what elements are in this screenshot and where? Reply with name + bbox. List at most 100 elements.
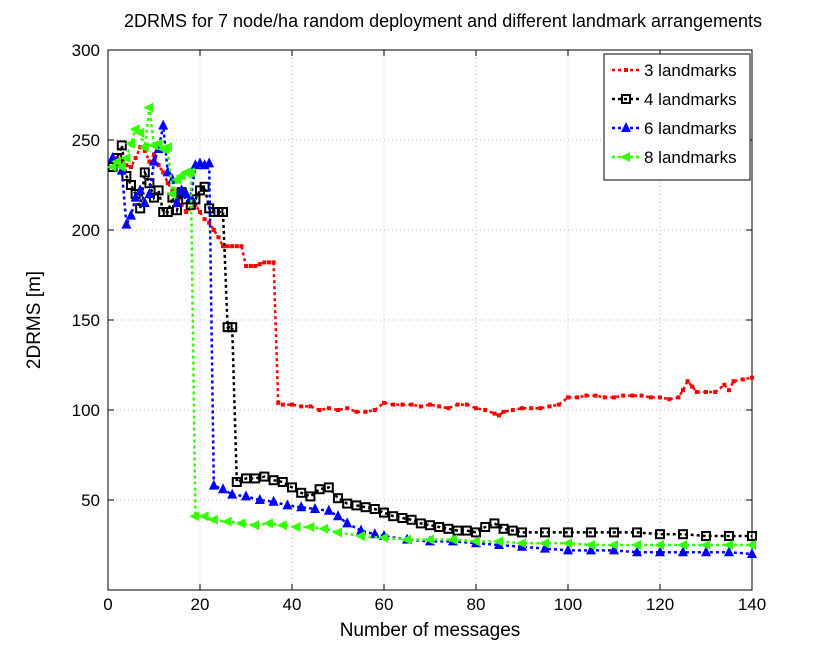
data-point xyxy=(547,404,552,409)
data-point xyxy=(750,375,754,380)
data-point xyxy=(296,501,307,512)
series-layer xyxy=(106,102,757,558)
data-point xyxy=(470,536,480,547)
data-point xyxy=(694,390,699,394)
data-point xyxy=(133,156,138,160)
data-point xyxy=(474,406,478,411)
data-point xyxy=(516,538,526,549)
data-point xyxy=(747,548,757,558)
legend-label: 4 landmarks xyxy=(644,90,737,109)
data-point xyxy=(116,140,127,151)
data-point xyxy=(121,218,132,229)
data-point xyxy=(126,209,136,220)
data-point xyxy=(575,395,580,400)
data-point xyxy=(161,142,172,153)
data-point xyxy=(277,477,288,487)
data-point xyxy=(434,522,445,532)
data-point xyxy=(630,393,635,398)
data-point xyxy=(443,523,454,534)
data-point xyxy=(304,522,315,532)
data-point xyxy=(529,406,534,411)
data-point xyxy=(701,531,711,541)
data-point xyxy=(202,217,207,222)
data-point xyxy=(176,184,187,195)
data-point xyxy=(648,395,653,400)
data-point xyxy=(345,406,350,411)
chart-title: 2DRMS for 7 node/ha random deployment an… xyxy=(124,11,762,31)
data-point xyxy=(480,522,491,532)
data-point xyxy=(747,531,757,541)
series-line xyxy=(111,107,752,547)
data-point xyxy=(447,534,457,545)
y-tick-label: 300 xyxy=(72,41,100,60)
data-point xyxy=(631,540,641,550)
data-point xyxy=(563,544,573,555)
axis-ticks: 0 20 40 60 80 100 120 140 50 100 150 200 250 300 xyxy=(72,41,767,614)
data-point xyxy=(125,138,135,149)
data-point xyxy=(287,482,297,493)
x-tick-label: 100 xyxy=(554,595,582,614)
data-point xyxy=(602,395,607,400)
legend-item: 4 landmarks xyxy=(612,90,737,109)
data-point xyxy=(149,155,159,166)
data-point xyxy=(409,402,414,407)
data-point xyxy=(461,525,472,536)
data-point xyxy=(658,395,662,400)
data-point xyxy=(162,207,173,217)
data-point xyxy=(746,540,756,550)
data-point xyxy=(267,260,271,265)
data-point xyxy=(492,411,497,416)
data-point xyxy=(690,384,695,389)
data-point xyxy=(621,393,626,398)
data-point xyxy=(609,527,619,538)
data-point xyxy=(184,167,195,178)
data-point xyxy=(608,540,618,550)
data-point xyxy=(452,525,463,536)
y-tick-label: 50 xyxy=(81,491,100,510)
data-point xyxy=(681,388,685,393)
data-point xyxy=(685,379,690,384)
y-tick-label: 150 xyxy=(72,311,100,330)
data-point xyxy=(498,523,509,534)
data-point xyxy=(218,207,228,217)
data-point xyxy=(654,540,664,550)
x-tick-label: 20 xyxy=(191,595,210,614)
data-point xyxy=(318,523,329,534)
data-point xyxy=(471,527,481,538)
legend: 3 landmarks 4 landmarks 6 landmarks 8 landm… xyxy=(603,53,751,181)
data-point xyxy=(678,529,688,540)
data-point xyxy=(185,191,196,202)
data-point xyxy=(700,540,710,550)
data-point xyxy=(501,409,506,414)
data-point xyxy=(235,518,246,529)
data-point xyxy=(520,406,524,411)
x-tick-label: 80 xyxy=(467,595,486,614)
data-point xyxy=(336,408,340,412)
data-point xyxy=(218,483,228,494)
data-point xyxy=(305,491,316,502)
data-point xyxy=(221,516,232,527)
data-point xyxy=(161,170,166,175)
data-point xyxy=(317,408,322,412)
data-point xyxy=(740,377,745,382)
series-3-landmarks xyxy=(110,145,754,418)
data-point xyxy=(111,156,122,167)
data-point xyxy=(124,163,129,168)
series-line xyxy=(111,144,752,538)
data-point xyxy=(333,510,343,521)
data-point xyxy=(225,244,230,249)
data-point xyxy=(677,540,687,550)
data-point xyxy=(437,404,442,409)
data-point xyxy=(184,210,189,214)
data-point xyxy=(676,395,681,400)
data-point xyxy=(678,546,688,557)
data-point xyxy=(227,322,238,333)
data-point xyxy=(135,203,146,214)
data-point xyxy=(326,406,331,411)
x-tick-label: 0 xyxy=(103,595,112,614)
legend-label: 8 landmarks xyxy=(644,148,737,167)
data-point xyxy=(609,544,619,555)
data-point xyxy=(227,488,238,499)
data-point xyxy=(230,244,235,249)
data-point xyxy=(253,264,258,268)
